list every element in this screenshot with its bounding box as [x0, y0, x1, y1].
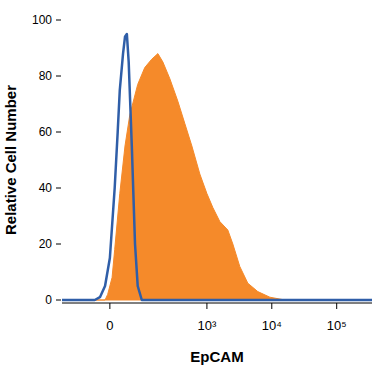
y-tick-label: 40	[39, 181, 53, 195]
y-tick	[56, 244, 61, 245]
y-tick	[56, 20, 61, 21]
x-axis-label: EpCAM	[190, 348, 243, 365]
x-tick	[336, 303, 337, 309]
chart: 0 10³ 10⁴ 10⁵ 0 20 40 60 80 100 EpCAM Relative Cell…	[0, 0, 375, 375]
y-tick	[56, 132, 61, 133]
x-tick	[109, 303, 110, 309]
y-tick-label: 0	[45, 293, 52, 307]
x-axis-line	[62, 303, 372, 304]
y-tick-label: 100	[32, 13, 52, 27]
x-tick-label: 10⁵	[327, 318, 347, 333]
x-tick-label: 10³	[198, 318, 217, 333]
y-tick-label: 80	[39, 69, 53, 83]
y-tick-label: 20	[39, 237, 53, 251]
y-axis-label: Relative Cell Number	[2, 85, 19, 235]
plot-area	[62, 34, 372, 300]
x-tick	[206, 303, 207, 309]
x-tick-label: 0	[106, 318, 113, 333]
y-tick	[56, 188, 61, 189]
y-tick	[56, 300, 61, 301]
y-tick-label: 60	[39, 125, 53, 139]
y-tick	[56, 76, 61, 77]
x-tick-label: 10⁴	[262, 318, 282, 333]
x-tick	[271, 303, 272, 309]
histogram-line	[62, 34, 372, 300]
